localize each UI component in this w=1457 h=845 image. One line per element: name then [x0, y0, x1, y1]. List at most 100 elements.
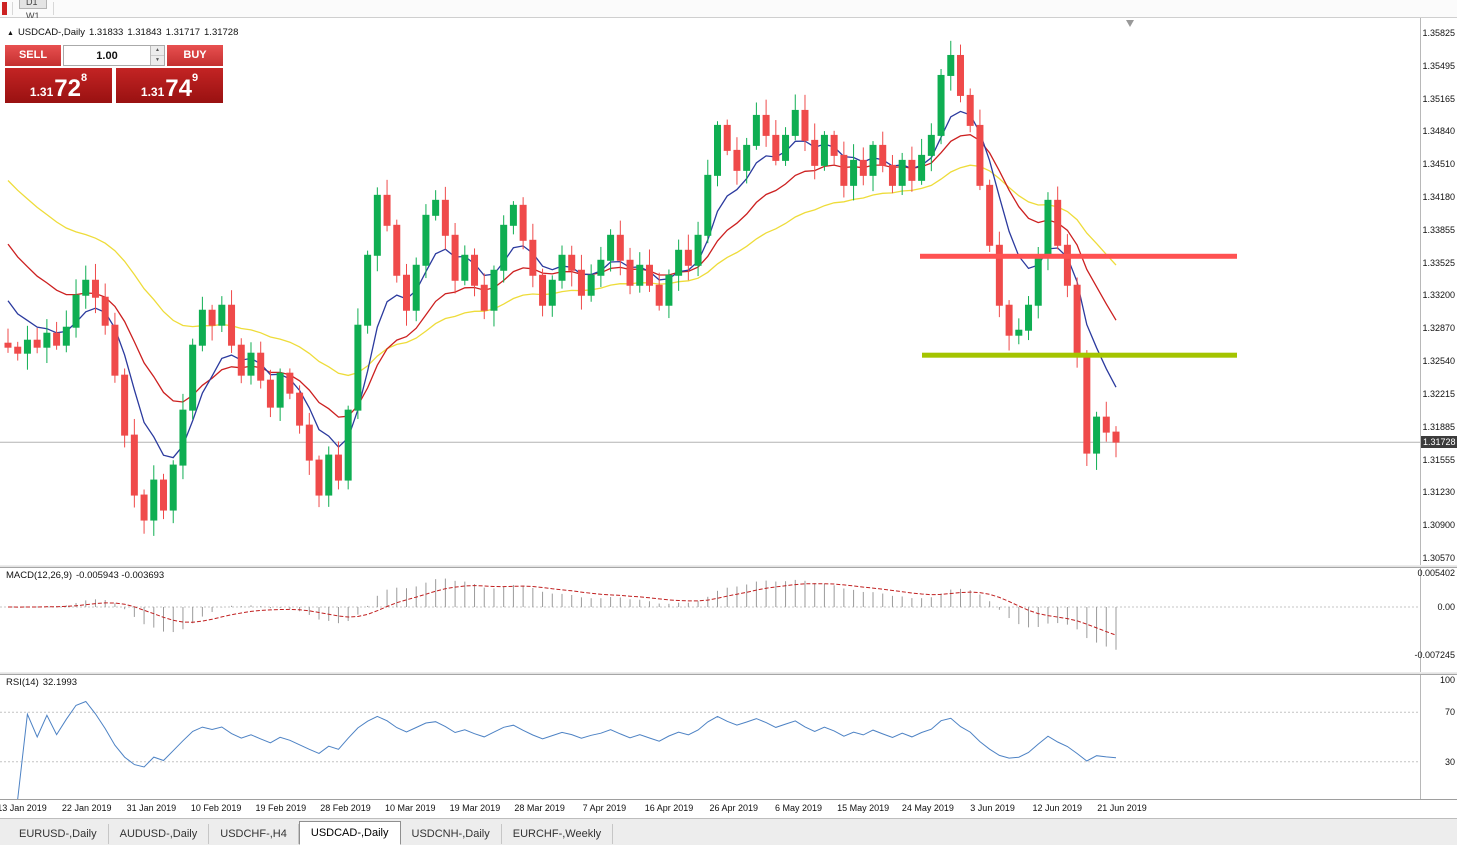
candles	[4, 40, 1120, 536]
candle	[597, 259, 605, 276]
rsi-line	[17, 700, 1117, 799]
chart-tab-audusd-daily[interactable]: AUDUSD-,Daily	[109, 824, 210, 844]
candle	[820, 134, 828, 166]
date-label: 21 Jun 2019	[1097, 803, 1147, 813]
candle	[704, 174, 712, 236]
candle	[334, 454, 342, 481]
candle	[665, 274, 673, 306]
date-label: 22 Jan 2019	[61, 803, 112, 813]
chart-tabs-bar: EURUSD-,Daily AUDUSD-,Daily USDCHF-,H4 USDC…	[0, 818, 1457, 845]
chart-tab-usdcad-daily[interactable]: USDCAD-,Daily	[298, 821, 401, 845]
candle	[296, 392, 304, 426]
price-axis-tick: 1.31555	[1422, 454, 1455, 465]
macd-signal-line	[7, 583, 1117, 636]
candle	[879, 144, 887, 166]
macd-panel[interactable]: MACD(12,26,9) -0.005943 -0.003693 0.00540…	[0, 568, 1457, 672]
chart-header: ▲ USDCAD-,Daily 1.31833 1.31843 1.31717 1.317…	[7, 27, 242, 38]
candle	[91, 279, 99, 298]
candle	[198, 309, 206, 346]
volume-decrease-button[interactable]: ▼	[151, 56, 164, 65]
candle	[577, 269, 585, 296]
candle	[189, 344, 197, 411]
support-line	[922, 352, 1237, 358]
candle	[947, 54, 955, 76]
candle	[723, 124, 731, 151]
buy-button[interactable]: BUY	[167, 45, 223, 66]
chart-tab-usdchf-h4[interactable]: USDCHF-,H4	[209, 824, 299, 844]
candle	[714, 124, 722, 176]
candle	[111, 324, 119, 376]
date-label: 15 May 2019	[837, 803, 890, 813]
candle	[441, 199, 449, 236]
volume-increase-button[interactable]: ▲	[151, 46, 164, 56]
candle	[801, 109, 809, 141]
candle	[383, 194, 391, 226]
date-label: 13 Jan 2019	[0, 803, 47, 813]
price-axis[interactable]: 1.35825 1.35495 1.35165 1.34840 1.34510 1.341…	[1420, 18, 1457, 565]
candle	[548, 279, 556, 306]
sell-price-display[interactable]: 1.31 72 8	[5, 68, 112, 103]
rsi-panel[interactable]: RSI(14) 32.1993 100 70 30	[0, 675, 1457, 799]
price-axis-tick: 1.30570	[1422, 553, 1455, 563]
candle	[791, 109, 799, 136]
candle	[354, 324, 362, 411]
candle	[43, 332, 51, 348]
timeframe-button-d1[interactable]: D1	[19, 0, 47, 9]
candle	[830, 134, 838, 156]
price-axis-tick: 1.32870	[1422, 323, 1455, 334]
candle	[286, 372, 294, 394]
date-label: 3 Jun 2019	[970, 803, 1015, 813]
chart-title: USDCAD-,Daily	[17, 27, 85, 38]
one-click-trading-panel: SELL 1.00 ▲ ▼ BUY 1.31 72 8 1.31 74 9	[5, 45, 223, 103]
rsi-chart[interactable]	[0, 675, 1420, 799]
date-label: 10 Mar 2019	[384, 803, 436, 813]
candle	[140, 494, 148, 521]
candle	[655, 284, 663, 306]
candle	[1034, 254, 1042, 306]
candle	[956, 54, 964, 96]
timeframe-button-w1[interactable]: W1	[26, 10, 40, 21]
macd-axis[interactable]: 0.005402 0.00 -0.007245	[1414, 568, 1457, 672]
price-axis-tick: 1.30900	[1422, 520, 1455, 531]
rsi-label: RSI(14) 32.1993	[6, 677, 81, 688]
candle	[208, 309, 216, 326]
macd-chart[interactable]	[0, 568, 1420, 672]
candle	[684, 249, 692, 266]
time-axis[interactable]: 13 Jan 2019 22 Jan 2019 31 Jan 2019 10 Feb …	[0, 799, 1457, 818]
candle	[1093, 416, 1101, 454]
candlestick-chart[interactable]	[0, 18, 1420, 565]
candle	[626, 259, 634, 286]
candle	[101, 296, 109, 326]
panel-splitter[interactable]	[0, 672, 1457, 675]
candle	[995, 244, 1003, 306]
rsi-axis-tick: 70	[1444, 707, 1455, 718]
ohlc-low: 1.31717	[165, 27, 201, 38]
candle	[305, 424, 313, 461]
panel-splitter[interactable]	[0, 565, 1457, 568]
volume-input[interactable]: 1.00	[96, 49, 118, 62]
candle	[918, 154, 926, 181]
chart-tab-eurchf-weekly[interactable]: EURCHF-,Weekly	[502, 824, 614, 844]
date-label: 31 Jan 2019	[126, 803, 177, 813]
candle	[480, 284, 488, 311]
candle	[966, 94, 974, 126]
rsi-axis[interactable]: 100 70 30	[1420, 675, 1457, 799]
candle	[1054, 199, 1062, 246]
candle	[752, 114, 760, 146]
candle	[762, 114, 770, 136]
candle	[412, 264, 420, 311]
sell-button[interactable]: SELL	[5, 45, 61, 66]
price-axis-tick: 1.33525	[1422, 257, 1455, 268]
date-label: 28 Mar 2019	[514, 803, 565, 813]
candle	[607, 234, 615, 261]
candle	[636, 264, 644, 286]
chart-tab-eurusd-daily[interactable]: EURUSD-,Daily	[8, 824, 109, 844]
buy-price-display[interactable]: 1.31 74 9	[116, 68, 223, 103]
chart-tab-usdcnh-daily[interactable]: USDCNH-,Daily	[401, 824, 502, 844]
app-icon	[2, 2, 7, 15]
candle	[4, 342, 12, 348]
main-chart-panel[interactable]: ▲ USDCAD-,Daily 1.31833 1.31843 1.31717 1.317…	[0, 18, 1457, 565]
chart-collapse-icon[interactable]: ▲	[7, 30, 14, 37]
candle	[645, 264, 653, 286]
